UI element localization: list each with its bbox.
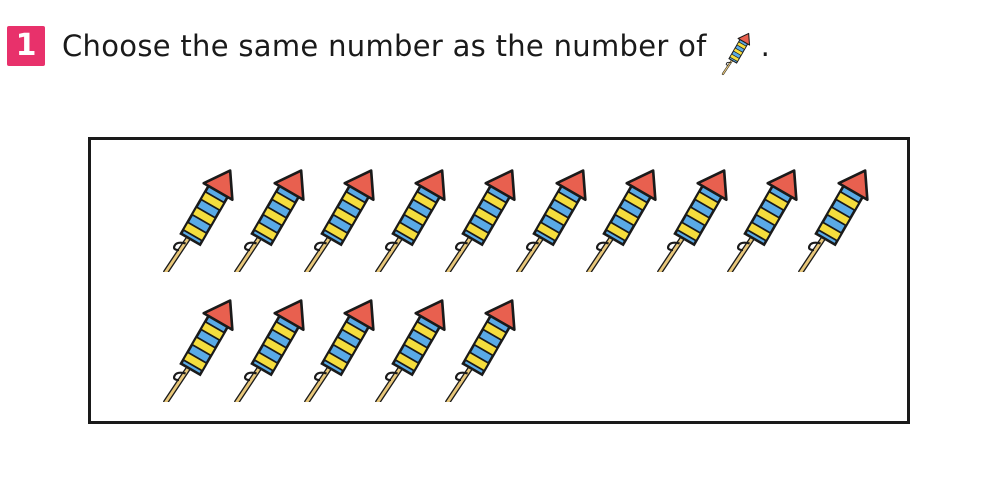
firework-rocket-icon bbox=[710, 162, 820, 275]
firework-rocket-icon bbox=[499, 162, 609, 275]
firework-rocket-icon bbox=[287, 292, 397, 405]
firework-rocket-icon bbox=[358, 162, 468, 275]
firework-rocket-icon bbox=[715, 17, 759, 87]
question-number-badge: 1 bbox=[7, 26, 45, 66]
firework-rocket-icon bbox=[287, 162, 397, 275]
counting-box bbox=[88, 137, 910, 424]
question-end-punct: . bbox=[760, 29, 771, 63]
firework-rocket-icon bbox=[640, 162, 750, 275]
firework-rocket-icon bbox=[569, 162, 679, 275]
firework-rocket-icon bbox=[146, 292, 256, 405]
firework-rocket-icon bbox=[146, 162, 256, 275]
firework-rocket-icon bbox=[358, 292, 468, 405]
question-prompt: Choose the same number as the number of … bbox=[62, 24, 771, 76]
firework-rocket-icon bbox=[428, 162, 538, 275]
firework-rocket-icon bbox=[428, 292, 538, 405]
question-text: Choose the same number as the number of bbox=[62, 29, 707, 63]
firework-rocket-icon bbox=[217, 292, 327, 405]
firework-rocket-icon bbox=[781, 162, 891, 275]
firework-rocket-icon bbox=[217, 162, 327, 275]
